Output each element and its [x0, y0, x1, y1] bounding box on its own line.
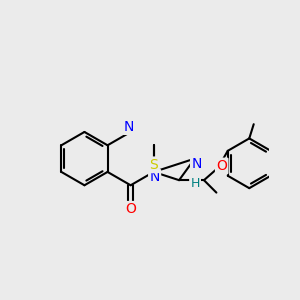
- Text: O: O: [216, 159, 227, 173]
- Text: O: O: [125, 202, 136, 216]
- Text: N: N: [124, 120, 134, 134]
- Text: H: H: [190, 177, 200, 190]
- Text: S: S: [149, 158, 158, 172]
- Text: N: N: [149, 170, 160, 184]
- Text: N: N: [191, 157, 202, 171]
